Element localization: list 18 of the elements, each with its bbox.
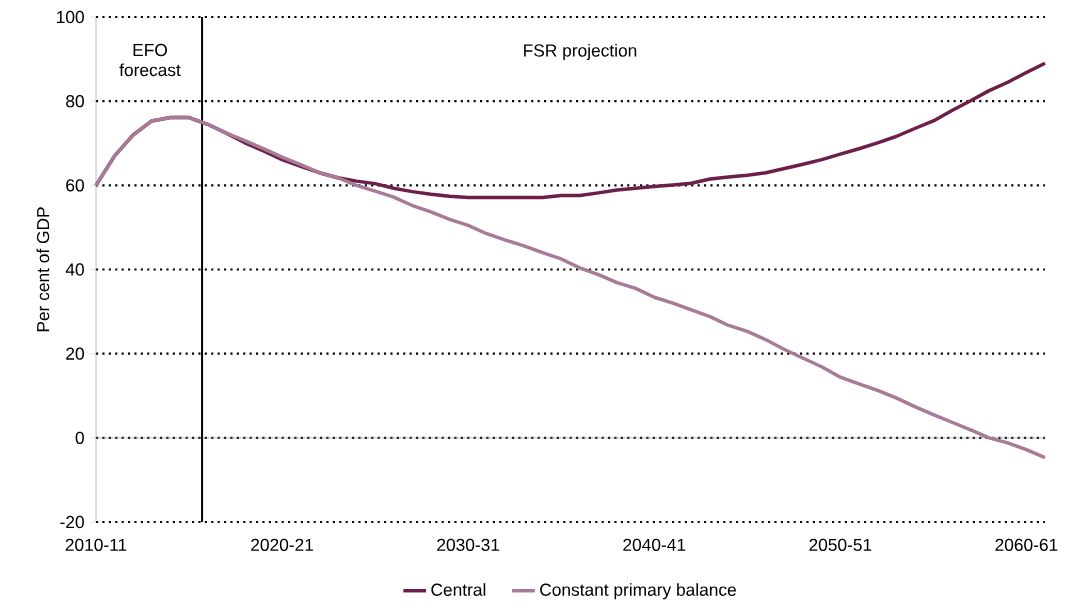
x-tick-label: 2030-31: [437, 538, 500, 551]
y-tick-label: 60: [66, 179, 84, 192]
annotation: FSR projection: [524, 43, 637, 61]
x-tick-label: 2040-41: [623, 538, 686, 551]
legend-label: Central: [431, 583, 486, 596]
annotation: EFO forecast: [119, 43, 181, 77]
y-tick-label: 0: [75, 431, 84, 444]
y-tick-label: 80: [66, 95, 84, 108]
x-tick-label: 2060-61: [995, 538, 1058, 551]
x-tick-label: 2050-51: [809, 538, 872, 551]
y-axis-title: Per cent of GDP: [36, 207, 50, 332]
y-tick-label: 100: [57, 10, 84, 24]
y-tick-label: 40: [65, 263, 84, 276]
y-tick-label: 20: [66, 347, 84, 360]
y-tick-label: -20: [60, 515, 84, 529]
x-tick-label: 2010-11: [65, 538, 127, 551]
legend-label: Constant primary balance: [540, 583, 736, 600]
x-tick-label: 2020-21: [251, 538, 314, 551]
